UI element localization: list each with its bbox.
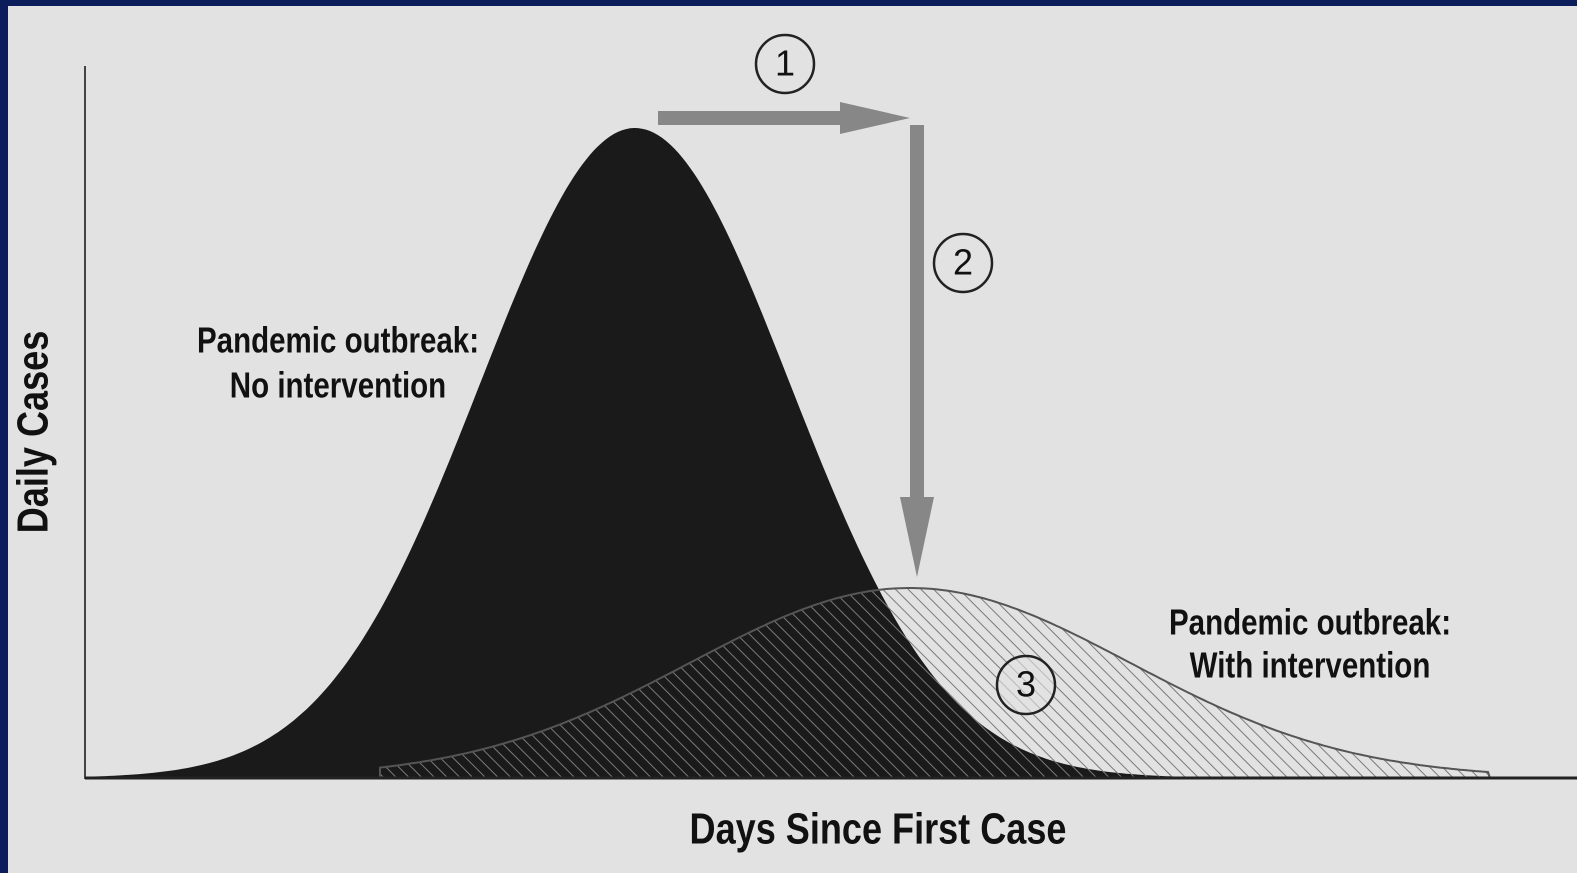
marker-label: 1 bbox=[775, 43, 795, 84]
arrow-reduce bbox=[900, 125, 934, 577]
marker-circle bbox=[932, 232, 994, 294]
marker-label: 2 bbox=[953, 242, 973, 283]
no-intervention-curve bbox=[86, 128, 1250, 778]
arrow-delay bbox=[658, 102, 910, 134]
with-intervention-curve bbox=[379, 587, 1492, 779]
curve-label: No intervention bbox=[230, 365, 446, 405]
x-axis-label: Days Since First Case bbox=[690, 804, 1067, 853]
marker-label: 3 bbox=[1016, 664, 1036, 705]
marker-circle bbox=[754, 33, 816, 95]
y-axis-label: Daily Cases bbox=[8, 331, 57, 534]
curve-label: Pandemic outbreak: bbox=[197, 320, 479, 360]
curve-label: Pandemic outbreak: bbox=[1169, 602, 1451, 642]
curve-label: With intervention bbox=[1190, 645, 1431, 685]
marker-circle bbox=[995, 654, 1057, 716]
